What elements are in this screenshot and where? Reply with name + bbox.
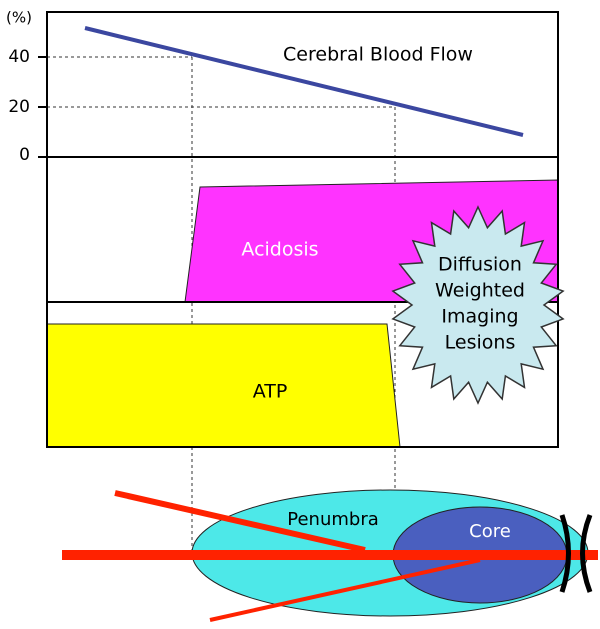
tick-label: 0 bbox=[19, 145, 30, 165]
core-label: Core bbox=[469, 521, 511, 542]
axis-unit: (%) bbox=[6, 9, 32, 27]
vessel bbox=[209, 558, 481, 622]
panel-frame bbox=[46, 11, 559, 448]
blood-flow-line bbox=[84, 26, 524, 137]
tick-label: 20 bbox=[8, 97, 30, 117]
acidosis-label: Acidosis bbox=[241, 239, 318, 261]
lesion-line: Imaging bbox=[441, 306, 518, 328]
penumbra-label: Penumbra bbox=[287, 509, 379, 530]
occlusion-stroke bbox=[559, 514, 571, 593]
lesion-label: Diffusion Weighted Imaging Lesions bbox=[435, 254, 525, 354]
guides bbox=[47, 56, 396, 553]
vessel bbox=[114, 490, 366, 553]
occlusion-mark bbox=[559, 514, 593, 593]
vessels bbox=[62, 490, 598, 622]
tick-label: 40 bbox=[8, 47, 30, 67]
lesion-burst bbox=[391, 205, 565, 405]
atp-shape bbox=[46, 323, 401, 448]
occlusion-stroke bbox=[580, 514, 593, 593]
lesion-line: Lesions bbox=[445, 332, 516, 354]
blood-flow-label: Cerebral Blood Flow bbox=[283, 44, 473, 66]
atp-label: ATP bbox=[253, 381, 288, 403]
lesion-line: Weighted bbox=[435, 280, 525, 302]
lesion-line: Diffusion bbox=[438, 254, 522, 276]
